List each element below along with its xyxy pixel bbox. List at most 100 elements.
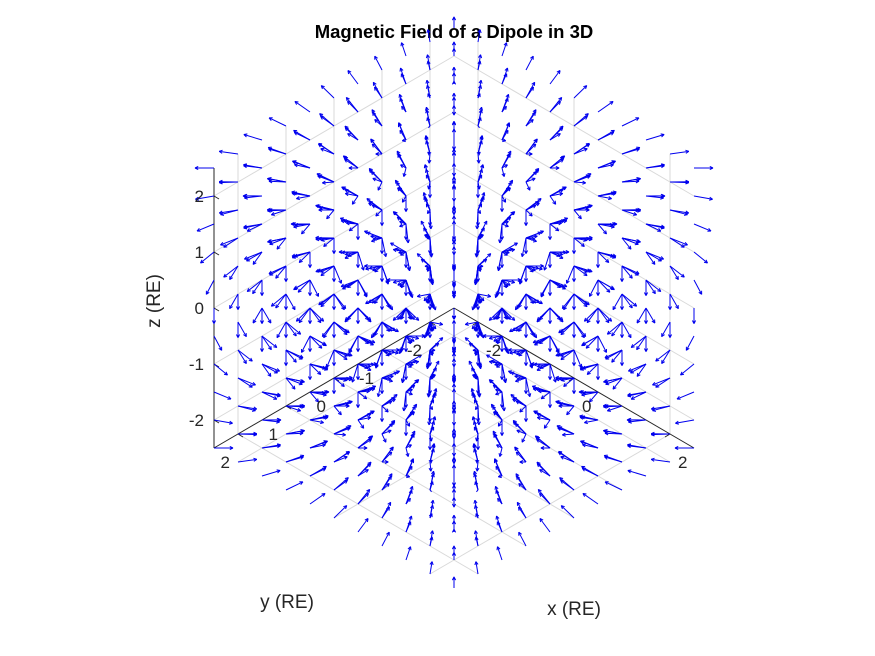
field-arrow-head bbox=[481, 234, 484, 239]
field-arrow-head bbox=[434, 416, 437, 421]
field-arrow-head bbox=[513, 419, 517, 423]
field-arrow bbox=[573, 293, 588, 305]
field-arrow bbox=[501, 307, 508, 320]
field-arrow-head bbox=[409, 294, 413, 299]
field-arrow-head bbox=[579, 415, 584, 418]
field-arrow bbox=[370, 139, 383, 155]
field-arrow-head bbox=[535, 267, 539, 270]
field-arrow-head bbox=[195, 196, 199, 200]
field-arrow-head bbox=[433, 471, 436, 475]
field-arrow-head bbox=[218, 347, 222, 351]
field-arrow-head bbox=[318, 236, 322, 240]
field-arrow bbox=[427, 321, 431, 335]
field-arrow-head bbox=[408, 340, 413, 344]
field-arrow bbox=[636, 307, 647, 324]
field-arrow bbox=[374, 55, 383, 71]
field-arrow bbox=[348, 335, 359, 353]
field-arrow-head bbox=[355, 264, 359, 268]
field-arrow-head bbox=[417, 253, 421, 256]
field-arrow bbox=[219, 150, 239, 155]
field-arrow-head bbox=[583, 274, 588, 277]
field-arrow-head bbox=[367, 320, 372, 323]
field-arrow-head bbox=[453, 220, 457, 225]
field-arrow bbox=[357, 518, 369, 533]
field-arrow bbox=[501, 122, 510, 141]
z-tick-label: 1 bbox=[195, 243, 204, 262]
field-arrow-head bbox=[475, 306, 479, 310]
field-arrow-head bbox=[610, 101, 614, 105]
field-arrow bbox=[515, 451, 527, 463]
field-arrow-head bbox=[651, 457, 655, 460]
field-arrow-head bbox=[267, 374, 272, 377]
field-arrow-head bbox=[376, 393, 379, 397]
field-arrow-head bbox=[480, 54, 483, 59]
field-arrow bbox=[573, 209, 582, 220]
field-arrow bbox=[630, 391, 647, 400]
field-arrow-head bbox=[270, 211, 275, 216]
field-arrow-head bbox=[402, 172, 405, 177]
field-arrow-head bbox=[243, 256, 248, 260]
field-arrow bbox=[630, 363, 647, 374]
field-arrow-head bbox=[661, 134, 665, 138]
field-arrow bbox=[508, 370, 527, 379]
field-arrow-head bbox=[480, 85, 483, 89]
field-arrow bbox=[621, 117, 640, 127]
field-arrow bbox=[319, 113, 335, 127]
field-arrow-head bbox=[400, 378, 403, 383]
field-arrow bbox=[237, 349, 253, 362]
field-arrow bbox=[401, 279, 407, 289]
field-arrow bbox=[237, 377, 253, 388]
field-arrow-head bbox=[501, 173, 505, 177]
field-arrow-head bbox=[246, 288, 250, 292]
field-arrow bbox=[476, 461, 479, 472]
field-arrow-head bbox=[316, 204, 321, 207]
field-arrow-head bbox=[283, 334, 287, 338]
field-arrow-head bbox=[375, 212, 378, 217]
field-arrow-head bbox=[651, 320, 656, 324]
field-arrow-head bbox=[635, 241, 640, 244]
field-arrow bbox=[428, 405, 431, 425]
field-arrow-head bbox=[246, 228, 250, 232]
field-arrow-head bbox=[318, 142, 323, 145]
field-arrow-head bbox=[498, 239, 501, 244]
field-arrow-head bbox=[505, 221, 509, 225]
field-arrow bbox=[405, 411, 415, 421]
x-tick-label: 0 bbox=[582, 397, 591, 416]
field-arrow bbox=[555, 400, 575, 407]
field-arrow-head bbox=[680, 275, 685, 278]
x-tick-label: 2 bbox=[678, 453, 687, 472]
field-arrow bbox=[401, 335, 407, 352]
field-arrow-head bbox=[478, 365, 482, 370]
field-arrow bbox=[472, 416, 479, 435]
field-arrow bbox=[213, 391, 232, 400]
field-arrow bbox=[357, 419, 365, 429]
field-arrow-head bbox=[307, 320, 311, 324]
field-arrow bbox=[549, 223, 560, 232]
field-arrow-head bbox=[499, 432, 503, 436]
field-arrow-head bbox=[474, 405, 477, 410]
field-arrow-head bbox=[388, 430, 392, 434]
field-arrow-head bbox=[403, 320, 407, 324]
field-arrow-head bbox=[453, 215, 457, 220]
field-arrow-head bbox=[561, 159, 564, 163]
field-arrow-head bbox=[453, 236, 457, 240]
field-arrow bbox=[403, 391, 407, 411]
field-arrow-head bbox=[481, 107, 484, 111]
field-arrow-head bbox=[655, 357, 658, 362]
field-arrow-head bbox=[345, 405, 350, 409]
field-arrow-head bbox=[370, 234, 375, 237]
field-arrow bbox=[549, 195, 557, 205]
field-arrow bbox=[493, 433, 503, 449]
field-arrow-head bbox=[338, 280, 342, 284]
field-arrow bbox=[636, 363, 647, 377]
field-arrow-head bbox=[488, 316, 491, 321]
field-arrow-head bbox=[427, 54, 430, 58]
field-arrow-head bbox=[595, 348, 599, 352]
field-arrow bbox=[405, 335, 415, 342]
field-arrow-head bbox=[402, 407, 405, 412]
field-arrow-head bbox=[318, 346, 322, 349]
field-arrow-head bbox=[635, 180, 640, 184]
field-arrow bbox=[477, 227, 485, 239]
field-arrow-head bbox=[346, 96, 350, 100]
field-arrow-head bbox=[643, 320, 647, 324]
